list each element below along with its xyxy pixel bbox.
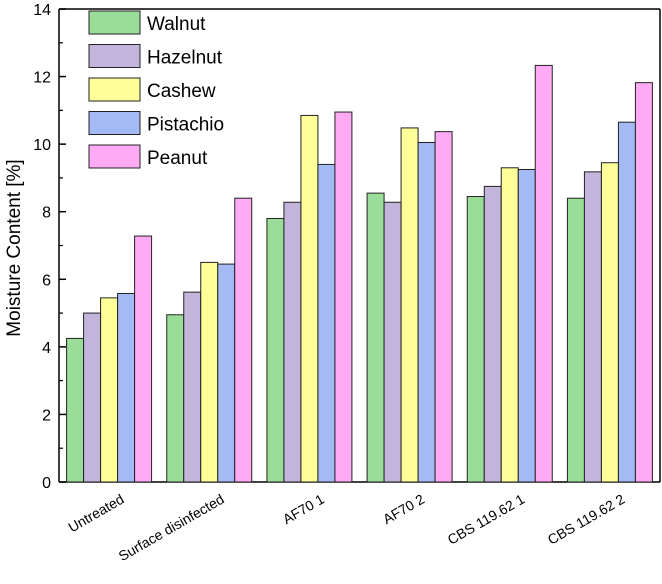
y-tick-label: 10	[33, 137, 51, 154]
bar-pistachio	[517, 168, 536, 483]
bar-cashew	[400, 127, 419, 483]
x-tick-label: AF70 1	[280, 491, 327, 528]
bar-peanut	[334, 111, 353, 483]
x-tick-label: Surface disinfected	[116, 491, 227, 564]
bar-hazelnut	[283, 201, 302, 483]
x-tick-label: CBS 119.62 2	[545, 491, 628, 548]
bar-pistachio	[317, 163, 336, 483]
x-tick-label: Untreated	[65, 491, 126, 536]
x-tick-label: AF70 2	[380, 491, 427, 528]
y-tick-label: 0	[42, 475, 51, 492]
bar-cashew	[100, 297, 119, 483]
legend-label-pistachio: Pistachio	[147, 115, 224, 136]
legend-swatch-hazelnut	[88, 44, 141, 68]
y-tick-label: 4	[42, 340, 51, 357]
bar-walnut	[466, 196, 485, 483]
bar-peanut	[534, 64, 553, 483]
legend-label-hazelnut: Hazelnut	[147, 48, 223, 69]
bar-peanut	[634, 82, 653, 483]
y-axis-title: Moisture Content [%]	[4, 159, 25, 336]
legend-label-cashew: Cashew	[147, 81, 216, 102]
bar-walnut	[366, 192, 385, 483]
y-tick-label: 12	[33, 70, 51, 87]
y-tick-label: 8	[42, 205, 51, 222]
bar-pistachio	[117, 292, 136, 483]
bar-hazelnut	[583, 171, 602, 483]
legend-swatch-pistachio	[88, 111, 141, 135]
legend-label-walnut: Walnut	[147, 14, 206, 35]
bar-walnut	[66, 337, 85, 483]
bar-cashew	[300, 114, 319, 483]
bar-walnut	[566, 197, 585, 483]
bar-peanut	[234, 197, 253, 483]
x-tick-label: CBS 119.62 1	[445, 491, 528, 548]
bar-hazelnut	[483, 185, 502, 483]
bar-hazelnut	[383, 201, 402, 483]
y-tick-label: 6	[42, 272, 51, 289]
legend-swatch-walnut	[88, 10, 141, 35]
bar-walnut	[266, 217, 285, 483]
bar-peanut	[134, 235, 153, 483]
bar-walnut	[166, 314, 185, 483]
y-tick-label: 2	[42, 407, 51, 424]
bar-hazelnut	[83, 312, 102, 483]
y-tick-label: 14	[33, 2, 51, 19]
bar-pistachio	[217, 263, 236, 483]
legend-swatch-peanut	[88, 144, 141, 169]
legend: Walnut Hazelnut Cashew Pistachio Peanut	[88, 10, 224, 169]
bar-cashew	[500, 167, 519, 483]
bar-peanut	[434, 131, 453, 483]
bars	[66, 64, 653, 483]
bar-pistachio	[417, 141, 436, 483]
bar-cashew	[200, 261, 219, 483]
legend-label-peanut: Peanut	[147, 148, 208, 169]
bar-pistachio	[617, 121, 636, 483]
bar-cashew	[600, 162, 619, 483]
bar-hazelnut	[183, 291, 202, 483]
legend-swatch-cashew	[88, 77, 141, 102]
